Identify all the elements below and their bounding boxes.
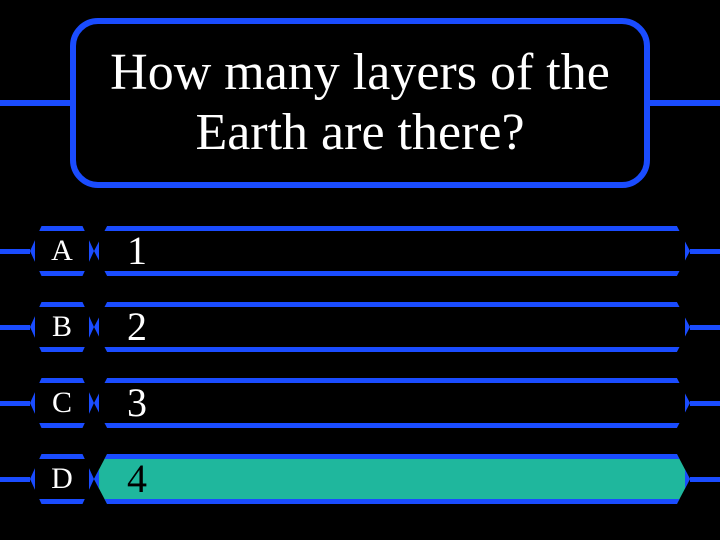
answer-letter: A: [51, 234, 73, 268]
answer-row-d[interactable]: D 4: [0, 446, 720, 512]
answer-text: 3: [127, 383, 147, 423]
answer-arm-right: [690, 477, 720, 482]
answer-row-c[interactable]: C 3: [0, 370, 720, 436]
answer-letter: D: [51, 462, 73, 496]
answers-section: A 1 B 2 C 3 D 4: [0, 218, 720, 522]
answer-arm-right: [690, 249, 720, 254]
answer-lozenge: 1: [94, 226, 690, 276]
answer-row-a[interactable]: A 1: [0, 218, 720, 284]
answer-lozenge-highlighted: 4: [94, 454, 690, 504]
answer-arm-right: [690, 401, 720, 406]
answer-letter: C: [52, 386, 72, 420]
answer-row-b[interactable]: B 2: [0, 294, 720, 360]
question-arm-left: [0, 100, 70, 106]
answer-arm-left: [0, 325, 30, 330]
answer-arm-left: [0, 401, 30, 406]
question-arm-right: [650, 100, 720, 106]
answer-text: 1: [127, 231, 147, 271]
answer-text: 2: [127, 307, 147, 347]
answer-letter: B: [52, 310, 72, 344]
answer-arm-left: [0, 477, 30, 482]
answer-arm-right: [690, 325, 720, 330]
answer-letter-hex: D: [30, 454, 94, 504]
answer-lozenge: 3: [94, 378, 690, 428]
answer-letter-hex: C: [30, 378, 94, 428]
answer-arm-left: [0, 249, 30, 254]
answer-lozenge: 2: [94, 302, 690, 352]
question-box: How many layers of the Earth are there?: [70, 18, 650, 188]
answer-letter-hex: A: [30, 226, 94, 276]
question-section: How many layers of the Earth are there?: [0, 18, 720, 188]
answer-text: 4: [127, 459, 147, 499]
question-text: How many layers of the Earth are there?: [76, 33, 644, 173]
answer-letter-hex: B: [30, 302, 94, 352]
